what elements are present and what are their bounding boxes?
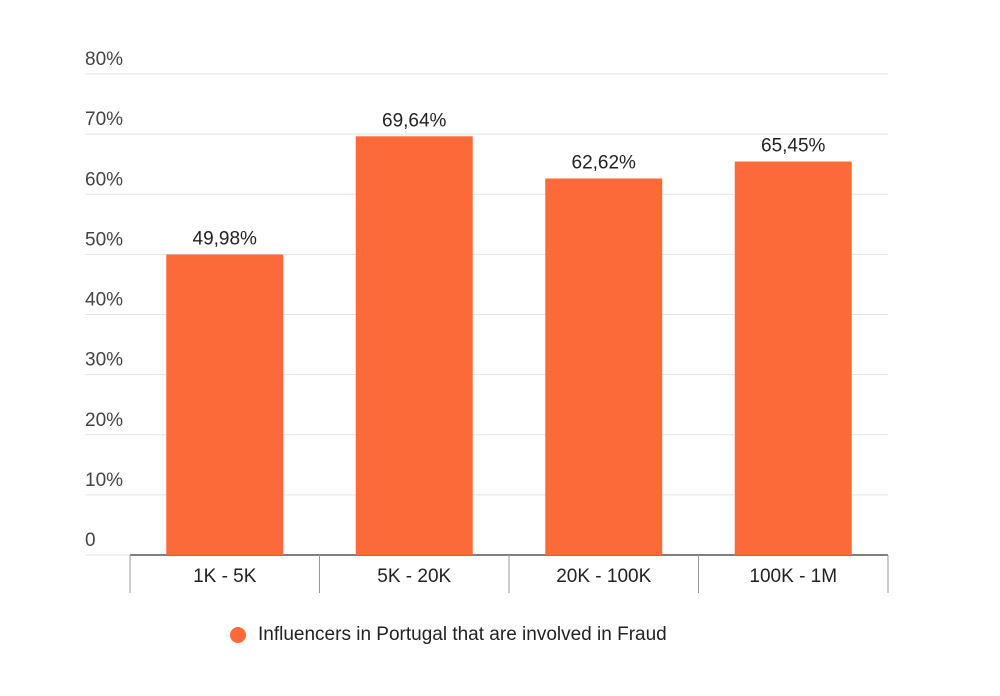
y-tick-label: 50% — [85, 229, 123, 250]
legend-label: Influencers in Portugal that are involve… — [258, 624, 667, 645]
y-tick-label: 70% — [85, 109, 123, 130]
data-label: 62,62% — [572, 153, 637, 174]
y-tick-label: 20% — [85, 410, 123, 431]
x-tick-label: 100K - 1M — [749, 566, 837, 587]
bar — [355, 136, 473, 556]
x-tick-label: 20K - 100K — [556, 566, 651, 587]
data-label: 69,64% — [382, 110, 447, 131]
y-tick-label: 30% — [85, 350, 123, 371]
y-tick-label: 80% — [85, 49, 123, 70]
x-tick-label: 1K - 5K — [193, 566, 257, 587]
y-tick-label: 60% — [85, 169, 123, 190]
x-tick-label: 5K - 20K — [377, 566, 451, 587]
y-tick-label: 0 — [85, 530, 96, 551]
bar — [734, 161, 852, 555]
data-label: 49,98% — [193, 229, 258, 250]
bar — [166, 254, 284, 556]
bar — [545, 178, 663, 555]
legend-marker — [230, 627, 246, 643]
data-label: 65,45% — [761, 135, 826, 156]
y-tick-label: 10% — [85, 470, 123, 491]
y-tick-label: 40% — [85, 290, 123, 311]
